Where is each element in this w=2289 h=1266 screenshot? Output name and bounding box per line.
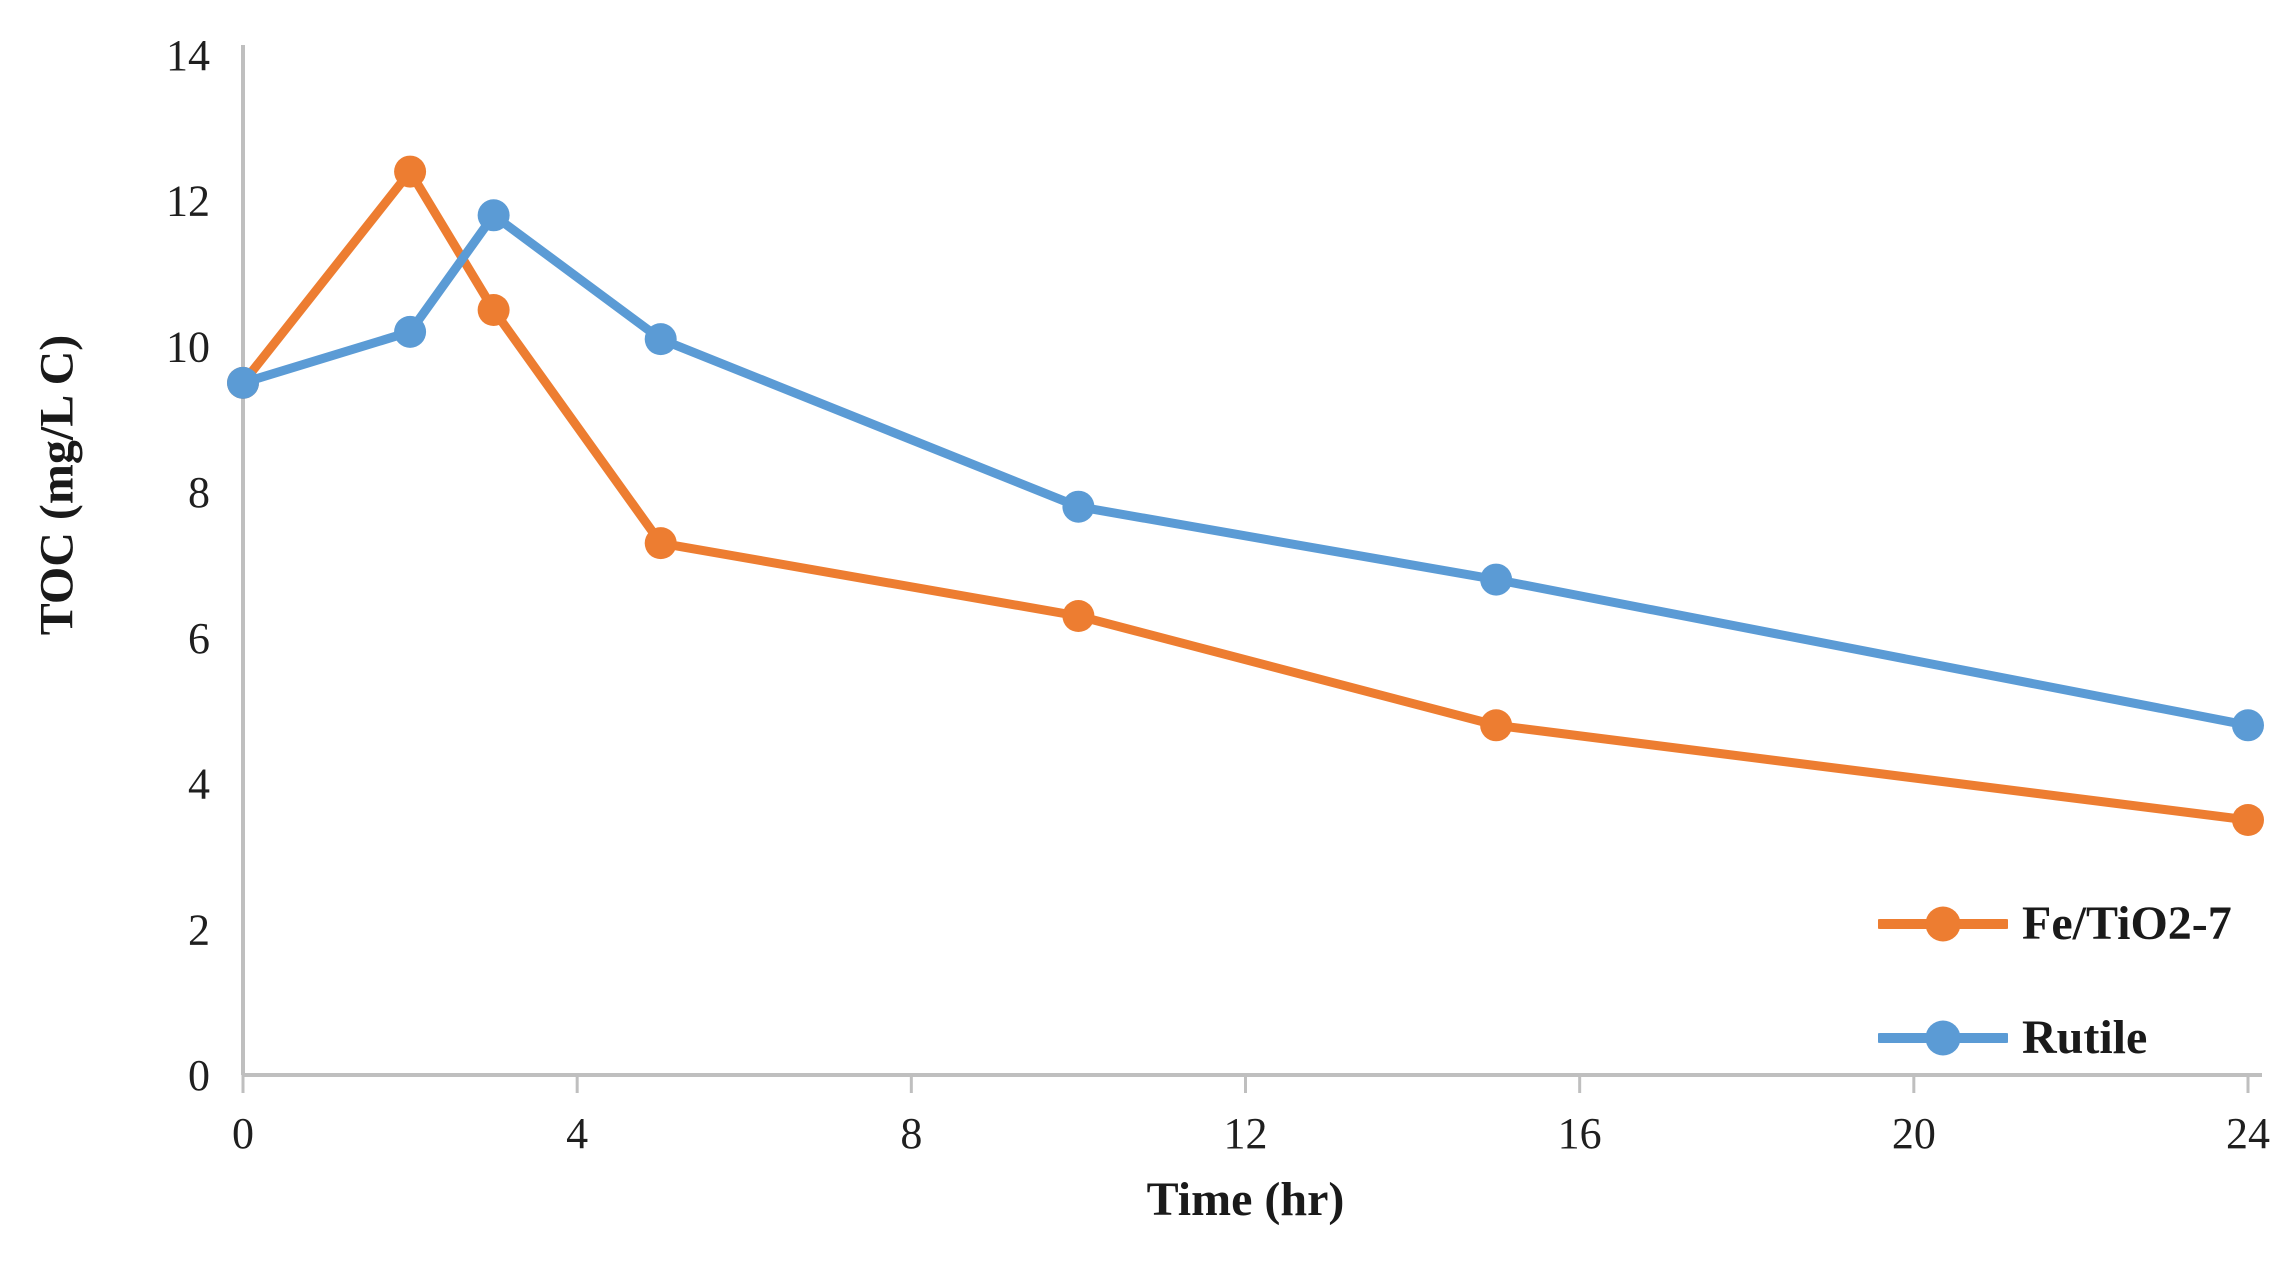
data-point-Fe/TiO2-7-10hr: [1062, 600, 1095, 632]
data-point-Rutile-10hr: [1062, 490, 1095, 523]
series-line-Fe/TiO2-7: [238, 167, 2253, 825]
data-point-Fe/TiO2-7-15hr: [1480, 709, 1513, 742]
legend-item-rutile: Rutile: [1878, 1010, 2232, 1065]
data-point-Fe/TiO2-7-3hr: [477, 294, 510, 326]
data-point-Rutile-15hr: [1480, 563, 1513, 596]
y-tick-label: 8: [188, 468, 210, 517]
x-tick-label: 8: [900, 1109, 922, 1158]
data-point-Rutile-0hr: [227, 366, 259, 399]
y-tick-label: 6: [188, 614, 210, 663]
y-tick-label: 2: [188, 905, 210, 954]
x-tick-label: 4: [566, 1109, 588, 1158]
data-point-Rutile-3hr: [477, 199, 510, 232]
x-tick-label: 20: [1892, 1109, 1936, 1158]
legend-label-rutile: Rutile: [2022, 1011, 2148, 1064]
x-axis-title: Time (hr): [1146, 1173, 1345, 1226]
y-tick-label: 0: [188, 1051, 210, 1100]
x-tick-label: 12: [1224, 1109, 1268, 1158]
x-tick-label: 24: [2226, 1109, 2270, 1158]
y-tick-label: 14: [166, 31, 210, 80]
y-tick-label: 12: [166, 177, 210, 226]
legend-label-fe-tio2-7: Fe/TiO2-7: [2022, 897, 2232, 950]
series-line-Rutile: [238, 210, 2253, 730]
data-point-Rutile-2hr: [394, 315, 427, 348]
legend-item-fe-tio2-7: Fe/TiO2-7: [1878, 896, 2232, 951]
x-tick-label: 16: [1558, 1109, 1602, 1158]
rutile-legend-marker-icon: [1878, 1020, 2008, 1055]
data-point-Fe/TiO2-7-2hr: [394, 155, 427, 188]
data-point-Fe/TiO2-7-5hr: [644, 527, 677, 560]
chart-legend: Fe/TiO2-7 Rutile: [1878, 896, 2232, 1065]
y-tick-label: 4: [188, 760, 210, 809]
y-axis-title: TOC (mg/L C): [30, 334, 84, 636]
y-tick-label: 10: [166, 322, 210, 371]
data-point-Fe/TiO2-7-24hr: [2232, 804, 2264, 836]
data-point-Rutile-5hr: [644, 323, 677, 356]
fe-tio2-7-legend-marker-icon: [1878, 906, 2008, 941]
x-tick-label: 0: [232, 1109, 254, 1158]
data-point-Rutile-24hr: [2232, 709, 2264, 742]
